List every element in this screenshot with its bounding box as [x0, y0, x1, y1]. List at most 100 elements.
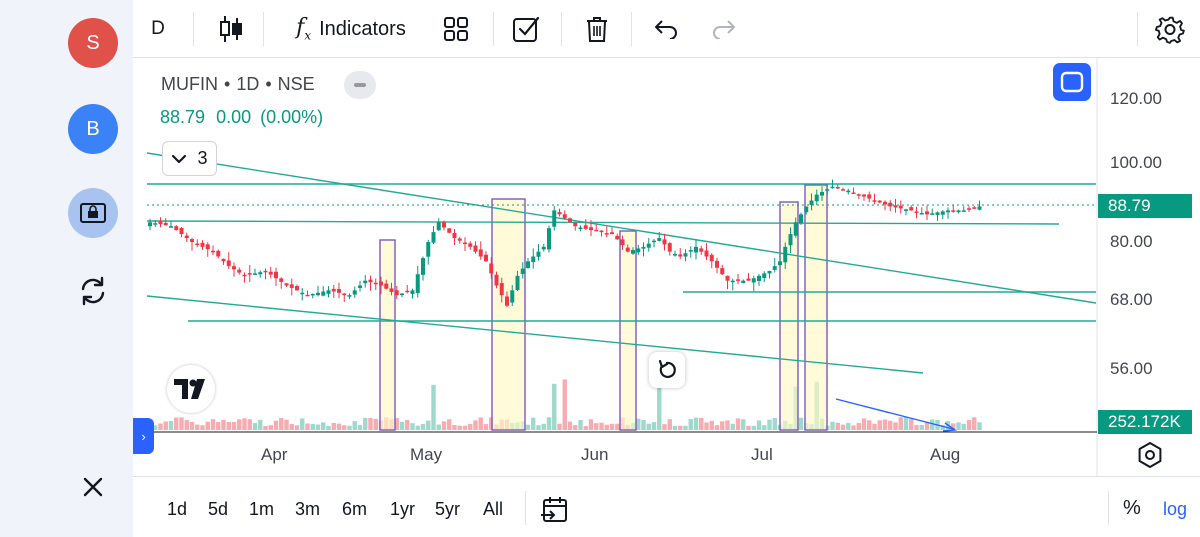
candle-body — [877, 200, 882, 203]
undo-button[interactable] — [650, 0, 684, 58]
indicators-button[interactable]: fx Indicators — [281, 0, 421, 58]
candle-body — [505, 296, 509, 306]
volume-bar — [258, 419, 263, 430]
candle-body — [940, 211, 945, 215]
volume-bar — [431, 384, 436, 430]
tradingview-logo-icon — [174, 379, 205, 399]
tradingview-logo[interactable] — [167, 365, 215, 413]
avatar-b[interactable]: B — [68, 104, 118, 154]
candle-body — [468, 243, 473, 247]
range-5d-button[interactable]: 5d — [208, 499, 229, 519]
candle-body — [835, 186, 840, 189]
candle-body — [631, 250, 635, 254]
candle-body — [431, 232, 436, 243]
percent-scale-button[interactable]: % — [1123, 497, 1141, 519]
candle-body — [289, 284, 294, 288]
range-1d-button[interactable]: 1d — [167, 499, 188, 519]
candle-body — [746, 278, 751, 281]
candle-body — [379, 281, 383, 286]
expand-panel-button[interactable]: › — [133, 418, 154, 454]
redo-button[interactable] — [706, 0, 740, 58]
volume-bar — [373, 418, 378, 430]
log-scale-button[interactable]: log — [1163, 499, 1188, 519]
volume-bar — [462, 425, 468, 430]
candle-body — [405, 290, 410, 293]
volume-bar — [174, 417, 179, 430]
volume-bar — [767, 419, 772, 430]
left-sidebar: S B — [0, 0, 133, 537]
candle-body — [657, 238, 662, 241]
candle-body — [615, 235, 620, 240]
range-6m-button[interactable]: 6m — [342, 499, 368, 519]
volume-bar — [851, 425, 856, 430]
legend-interval: 1D — [236, 74, 260, 94]
candle-body — [179, 227, 184, 235]
reset-chart-button[interactable] — [649, 352, 685, 388]
candle-body — [762, 273, 767, 279]
lock-button[interactable] — [68, 188, 118, 238]
candles-icon — [220, 16, 242, 42]
legend-separator: • — [224, 74, 231, 94]
chart-area[interactable] — [133, 58, 1200, 476]
volume-bar — [898, 417, 903, 430]
highlight-box — [379, 239, 396, 431]
volume-bar — [609, 423, 615, 430]
candle-body — [211, 250, 215, 253]
axis-settings-icon[interactable] — [1136, 441, 1164, 469]
candle-body — [830, 186, 835, 189]
candle-body — [484, 254, 488, 262]
candle-body — [930, 213, 935, 215]
fullscreen-button[interactable] — [1053, 63, 1091, 101]
volume-bar — [651, 422, 657, 430]
candle-body — [499, 283, 504, 296]
volume-bar — [394, 418, 399, 430]
sync-icon[interactable] — [76, 274, 110, 308]
legend-exchange: NSE — [277, 74, 315, 94]
candle-body — [898, 205, 903, 209]
candle-body — [421, 258, 425, 275]
candle-body — [169, 226, 173, 228]
candles — [148, 179, 982, 308]
collapse-legend-button[interactable] — [344, 71, 376, 99]
avatar-s[interactable]: S — [68, 18, 118, 68]
indicators-label: Indicators — [319, 17, 406, 40]
descending-trendline — [146, 295, 924, 374]
volume-bar — [662, 424, 667, 430]
range-1m-button[interactable]: 1m — [249, 499, 275, 519]
candle-body — [562, 214, 567, 219]
indicators-toggle-button[interactable]: 3 — [162, 141, 217, 176]
range-3m-button[interactable]: 3m — [295, 499, 321, 519]
candle-body — [610, 232, 614, 235]
price-chart[interactable] — [133, 58, 1200, 476]
range-all-button[interactable]: All — [483, 499, 504, 519]
range-1yr-button[interactable]: 1yr — [390, 499, 416, 519]
volume-bar — [457, 425, 462, 430]
settings-button[interactable] — [1152, 0, 1188, 58]
candle-body — [531, 256, 536, 263]
highlight-box — [491, 198, 526, 431]
templates-button[interactable] — [439, 0, 473, 58]
candle-body — [557, 212, 562, 215]
candle-body — [442, 222, 446, 228]
range-5yr-button[interactable]: 5yr — [435, 499, 461, 519]
candle-body — [305, 294, 310, 297]
candle-body — [919, 213, 924, 215]
templates-icon — [444, 17, 468, 41]
candle-body — [872, 200, 877, 202]
trendlines[interactable] — [146, 152, 1097, 432]
volume-bar — [588, 419, 594, 430]
candle-body — [620, 239, 625, 246]
volume-bar — [646, 423, 651, 430]
close-icon[interactable] — [80, 474, 106, 500]
alert-button[interactable] — [509, 0, 543, 58]
candle-body — [946, 210, 950, 213]
chart-type-button[interactable] — [213, 0, 249, 58]
delete-button[interactable] — [580, 0, 614, 58]
calendar-icon[interactable] — [540, 495, 570, 525]
candle-body — [200, 242, 205, 247]
interval-button[interactable]: D — [151, 18, 165, 39]
volume-bar — [216, 421, 221, 430]
volume-bar — [315, 424, 321, 430]
volume-bar — [599, 422, 604, 430]
indicators-count: 3 — [197, 148, 208, 168]
